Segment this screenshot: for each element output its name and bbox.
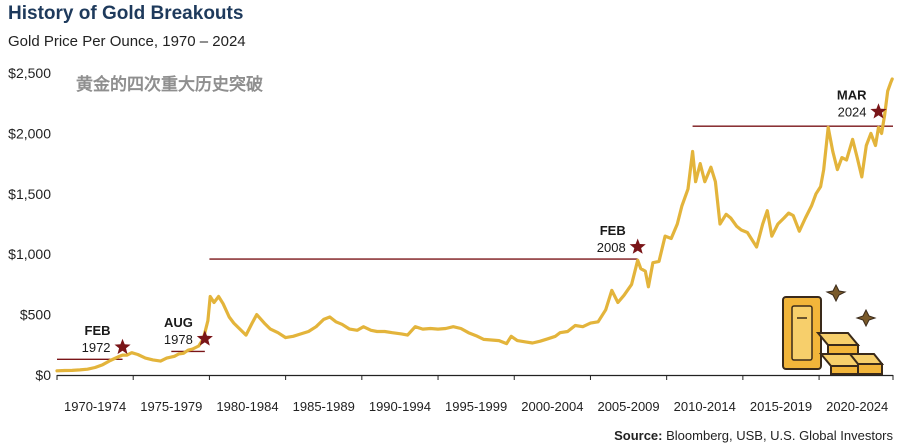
breakout-star-icon xyxy=(629,238,646,254)
x-tick-label: 1990-1994 xyxy=(369,399,431,414)
breakout-month-label: AUG xyxy=(164,315,193,330)
x-tick-label: 1975-1979 xyxy=(140,399,202,414)
source-note: Source: Bloomberg, USB, U.S. Global Inve… xyxy=(614,428,893,443)
y-tick-label: $1,500 xyxy=(8,186,51,202)
y-tick-label: $2,500 xyxy=(8,65,51,81)
series-layer xyxy=(55,77,894,373)
x-tick-label: 1985-1989 xyxy=(293,399,355,414)
x-tick-label: 1970-1974 xyxy=(64,399,126,414)
y-tick-label: $1,000 xyxy=(8,246,51,262)
x-tick-label: 2005-2009 xyxy=(597,399,659,414)
y-axis-ticks: $0 $500 $1,000 $1,500 $2,000 $2,500 xyxy=(8,65,51,383)
breakout-year-label: 2024 xyxy=(838,105,867,120)
x-tick-label: 1980-1984 xyxy=(216,399,278,414)
y-tick-label: $0 xyxy=(35,367,51,383)
x-tick-label: 2015-2019 xyxy=(750,399,812,414)
breakout-month-label: FEB xyxy=(600,223,626,238)
x-tick-label: 2000-2004 xyxy=(521,399,583,414)
page-title: History of Gold Breakouts xyxy=(8,3,244,24)
gold-price-line xyxy=(55,77,894,373)
breakout-month-label: MAR xyxy=(837,88,867,103)
y-tick-label: $500 xyxy=(20,307,51,323)
x-tick-label: 1995-1999 xyxy=(445,399,507,414)
x-tick-label: 2010-2014 xyxy=(674,399,736,414)
source-text: Bloomberg, USB, U.S. Global Investors xyxy=(666,428,893,443)
breakout-star-icon xyxy=(870,103,887,119)
breakout-year-label: 1972 xyxy=(82,340,111,355)
chart-note: 黄金的四次重大历史突破 xyxy=(76,74,263,94)
x-tick-label: 2020-2024 xyxy=(826,399,888,414)
breakout-star-icon xyxy=(196,330,213,346)
breakout-year-label: 1978 xyxy=(164,332,193,347)
gold-bars-icon xyxy=(782,296,885,375)
breakout-annotations: FEB 1972 AUG 1978 FEB 2008 MAR 2024 xyxy=(82,88,887,355)
breakout-month-label: FEB xyxy=(85,323,111,338)
breakout-year-label: 2008 xyxy=(597,240,626,255)
x-axis-ticks: 1970-1974 1975-1979 1980-1984 1985-1989 1990… xyxy=(56,375,894,414)
sparkle-icon xyxy=(825,283,847,303)
page-subtitle: Gold Price Per Ounce, 1970 – 2024 xyxy=(8,33,246,50)
sparkle-icon xyxy=(855,308,877,328)
source-label: Source: xyxy=(614,428,662,443)
y-tick-label: $2,000 xyxy=(8,125,51,141)
breakout-star-icon xyxy=(114,338,131,355)
